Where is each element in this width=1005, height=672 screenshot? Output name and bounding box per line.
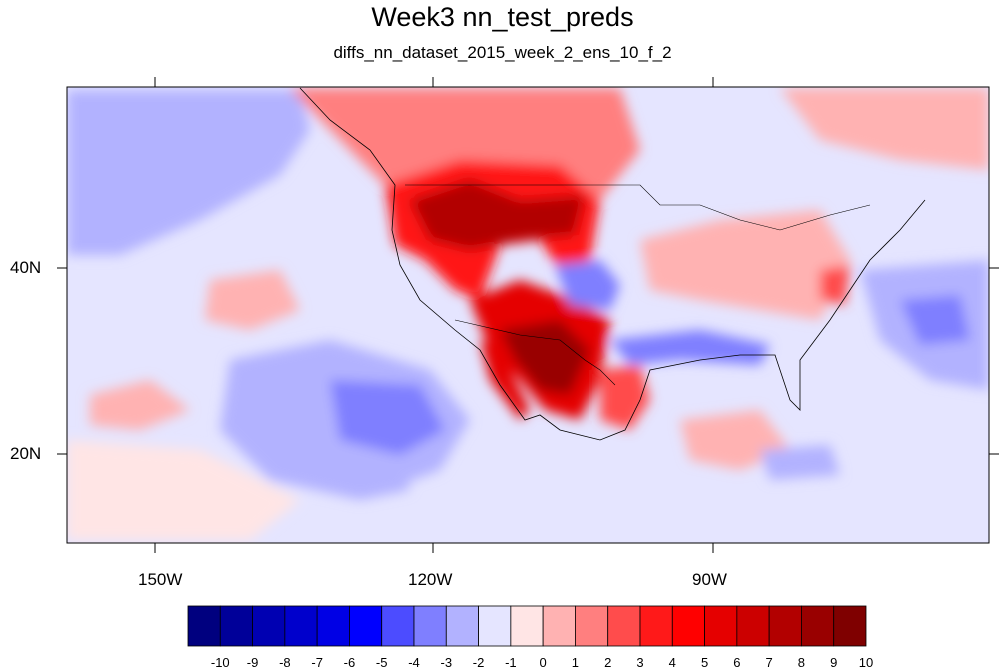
colorbar-label: 3 [636,655,644,670]
colorbar-label: -7 [311,655,323,670]
colorbar-swatch [801,605,835,647]
colorbar-label: 8 [797,655,806,670]
plot-title: Week3 nn_test_preds [371,2,634,32]
us-canada-border [405,184,871,231]
colorbar-label: -5 [375,655,388,670]
colorbar-swatch [542,605,576,647]
colorbar-label: -1 [505,655,517,670]
colorbar-label: 1 [571,655,580,670]
eastern-us-warm-region [640,210,850,320]
western-us-strong-warm-region [410,180,585,250]
colorbar-label: -8 [279,655,291,670]
south-texas-warm-region [600,365,650,430]
colorbar-swatch [478,605,512,647]
lat-label-20n: 20N [10,444,42,463]
colorbar-swatch [413,605,447,647]
colorbar-swatch [349,605,383,647]
colorbar-swatch [316,605,350,647]
lon-label-150w: 150W [138,570,183,589]
colorbar-swatch [671,605,705,647]
colorbar-swatch [639,605,673,647]
colorbar-swatch [833,605,867,647]
colorbar-swatch [381,605,415,647]
colorbar-label: -2 [472,655,485,670]
mexico-strong-warm-region [500,320,590,395]
colorbar-label: -10 [210,655,230,670]
colorbar-label: 7 [765,655,773,670]
colorbar-swatch [445,605,479,647]
colorbar-label: 4 [668,655,676,670]
colorbar-swatch [736,605,770,647]
map-field [67,87,989,543]
colorbar-label: -3 [440,655,453,670]
colorbar-swatch [704,605,738,647]
north-pacific-cool-region [67,90,310,255]
colorbar-swatch [187,605,221,647]
colorbar-label: 0 [539,655,547,670]
colorbar-swatch [575,605,609,647]
colorbar-swatch [219,605,253,647]
baja-warm-region [480,340,530,420]
colorbar-swatch [607,605,641,647]
lon-label-90w: 90W [692,570,727,589]
central-plains-cool-region [555,260,620,310]
colorbar-label: 2 [604,655,612,670]
colorbar-label: 5 [700,655,709,670]
mid-atlantic-warm-region [820,265,850,305]
colorbar-label: 6 [733,655,741,670]
colorbar-label: -6 [343,655,356,670]
western-atlantic-strong-cool-region [900,295,970,345]
lat-label-40n: 40N [10,258,42,277]
pacific-warm-patch-2 [90,380,190,430]
colorbar-label: 10 [858,655,874,670]
caribbean-cool-region [760,445,840,480]
colorbar [187,605,867,647]
colorbar-label: 9 [830,655,838,670]
subtropical-pacific-strong-cool-region [330,380,445,455]
colorbar-swatch [768,605,802,647]
plot-subtitle: diffs_nn_dataset_2015_week_2_ens_10_f_2 [333,43,672,62]
colorbar-swatch [510,605,544,647]
us-mexico-border [454,319,616,386]
map-frame [66,86,990,544]
pacific-warm-patch-1 [205,270,300,330]
colorbar-label: -9 [246,655,259,670]
colorbar-label: -4 [408,655,420,670]
northeast-canada-warm-region [780,88,989,170]
axis-ticks [57,77,999,553]
pacific-warm-patch-3 [67,440,300,540]
colorbar-swatch [284,605,318,647]
north-america-coastline [299,87,926,441]
lon-label-120w: 120W [408,570,453,589]
hawaii-cool-region [350,460,410,500]
colorbar-swatch [252,605,286,647]
